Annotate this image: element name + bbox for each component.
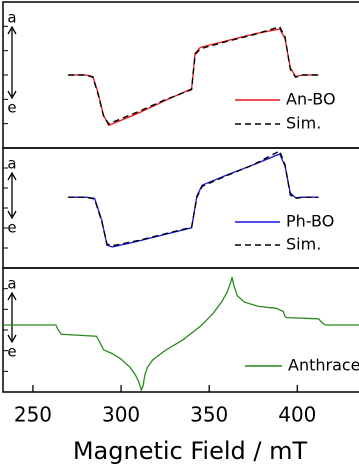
arrow-head xyxy=(7,25,17,100)
arrow-head xyxy=(7,291,17,344)
y-label-bottom: e xyxy=(7,343,16,361)
legend-label: Sim. xyxy=(286,235,321,254)
legend-label: Sim. xyxy=(286,114,321,133)
x-tick-label: 350 xyxy=(190,403,228,427)
data-line xyxy=(3,277,359,393)
legend-label: An-BO xyxy=(286,90,336,109)
legend-label: Ph-BO xyxy=(286,212,334,231)
data-line xyxy=(68,153,319,248)
y-label-top: a xyxy=(7,155,16,173)
legend-label: Anthracene xyxy=(288,356,359,375)
y-label-bottom: e xyxy=(7,219,16,237)
data-line xyxy=(68,28,319,127)
y-label-top: a xyxy=(7,9,16,27)
y-label-bottom: e xyxy=(7,99,16,117)
x-tick-label: 250 xyxy=(14,403,52,427)
y-label-top: a xyxy=(7,275,16,293)
data-line xyxy=(68,25,319,125)
x-tick-label: 300 xyxy=(102,403,140,427)
data-line xyxy=(68,150,319,247)
arrow-head xyxy=(7,171,17,220)
x-tick-label: 400 xyxy=(278,403,316,427)
x-axis-title: Magnetic Field / mT xyxy=(73,437,308,465)
